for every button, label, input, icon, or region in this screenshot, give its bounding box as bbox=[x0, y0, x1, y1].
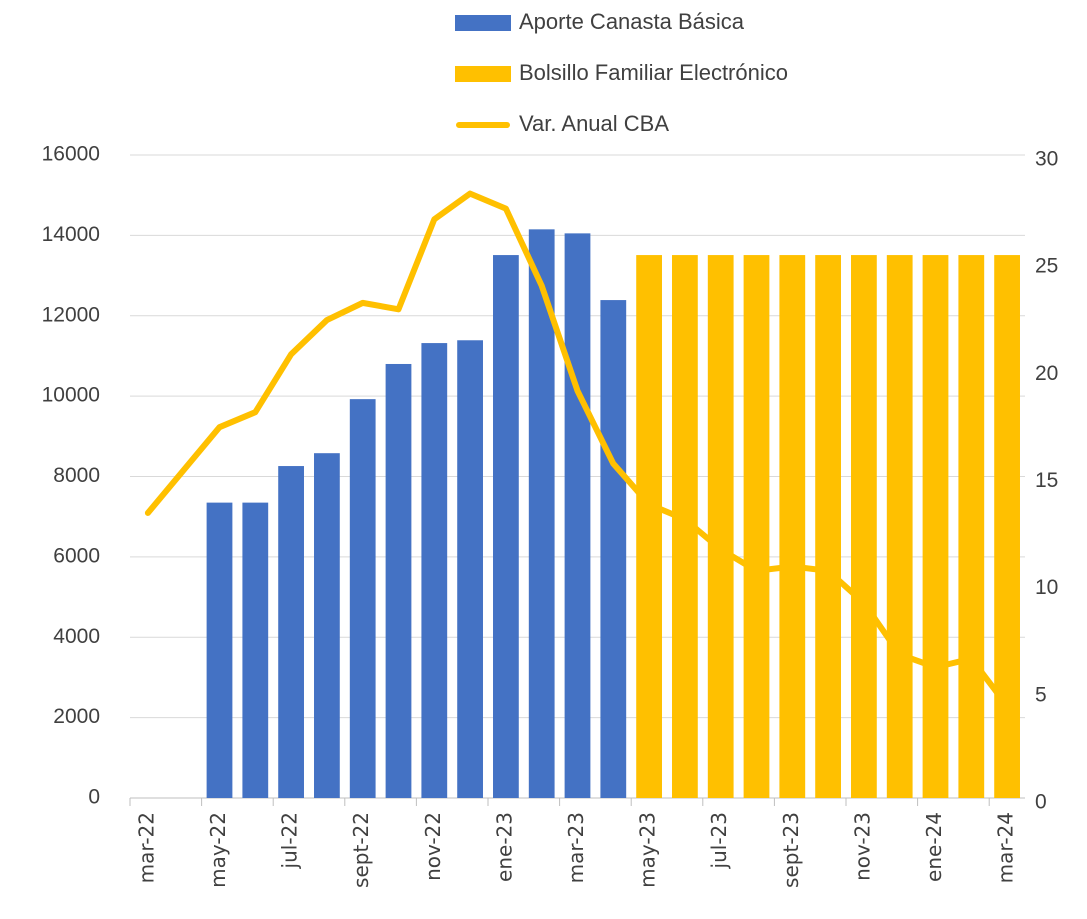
bar bbox=[707, 255, 734, 798]
y2-tick-label: 20 bbox=[1035, 362, 1058, 385]
y-tick-label: 6000 bbox=[53, 544, 100, 567]
x-tick-label: jul-23 bbox=[707, 812, 731, 869]
y-tick-label: 16000 bbox=[42, 143, 100, 166]
y2-tick-label: 30 bbox=[1035, 148, 1058, 171]
x-tick-label: ene-24 bbox=[922, 812, 946, 882]
bar bbox=[314, 453, 340, 798]
x-tick-label: may-23 bbox=[636, 812, 660, 888]
x-tick-label: nov-22 bbox=[421, 812, 445, 881]
bar bbox=[493, 255, 519, 798]
legend-swatch bbox=[455, 66, 511, 82]
bar bbox=[851, 255, 877, 798]
x-tick-label: sept-22 bbox=[349, 812, 373, 888]
legend-label: Var. Anual CBA bbox=[519, 111, 669, 136]
bar bbox=[242, 502, 269, 798]
bar bbox=[349, 399, 376, 798]
y-tick-label: 10000 bbox=[42, 384, 100, 407]
bar bbox=[457, 340, 483, 798]
bar bbox=[528, 229, 555, 799]
y2-tick-label: 25 bbox=[1035, 255, 1058, 278]
bar bbox=[421, 343, 448, 798]
y-tick-label: 12000 bbox=[42, 303, 100, 326]
line bbox=[144, 190, 1011, 709]
x-tick-label: ene-23 bbox=[492, 812, 516, 882]
x-tick-label: may-22 bbox=[206, 812, 230, 888]
bar bbox=[600, 300, 627, 798]
y-tick-label: 2000 bbox=[53, 705, 100, 728]
y2-tick-label: 15 bbox=[1035, 469, 1058, 492]
legend-label: Aporte Canasta Básica bbox=[519, 9, 745, 34]
bar bbox=[815, 255, 841, 798]
bar bbox=[994, 255, 1020, 798]
bar bbox=[636, 255, 662, 798]
y-tick-label: 4000 bbox=[53, 625, 100, 648]
y2-tick-label: 0 bbox=[1035, 791, 1047, 814]
y-tick-label: 8000 bbox=[53, 464, 100, 487]
y-tick-label: 14000 bbox=[42, 223, 100, 246]
bar bbox=[779, 255, 806, 798]
legend-swatch bbox=[455, 15, 511, 31]
bar bbox=[206, 502, 233, 798]
x-tick-label: jul-22 bbox=[278, 812, 302, 869]
bar bbox=[958, 255, 985, 798]
x-tick-label: sept-23 bbox=[779, 812, 803, 888]
bar bbox=[743, 255, 770, 798]
legend-label: Bolsillo Familiar Electrónico bbox=[519, 60, 788, 85]
bar bbox=[385, 363, 412, 798]
bar bbox=[886, 255, 913, 798]
bar bbox=[922, 255, 949, 798]
x-tick-label: mar-22 bbox=[134, 812, 158, 883]
y2-tick-label: 5 bbox=[1035, 683, 1047, 706]
bar bbox=[564, 233, 591, 799]
x-tick-label: nov-23 bbox=[850, 812, 874, 881]
x-tick-label: mar-23 bbox=[564, 812, 588, 883]
y2-tick-label: 10 bbox=[1035, 576, 1058, 599]
x-tick-label: mar-24 bbox=[994, 812, 1018, 883]
y-tick-label: 0 bbox=[88, 786, 100, 809]
bar bbox=[278, 466, 304, 798]
